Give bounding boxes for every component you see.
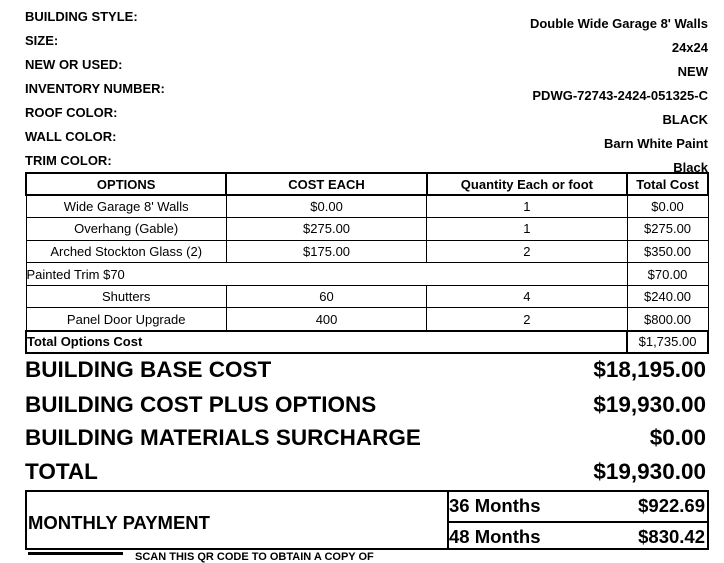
quantity: 2 [426,307,628,332]
building-cost-plus-options: BUILDING COST PLUS OPTIONS $19,930.00 [25,392,706,422]
info-label: INVENTORY NUMBER: [25,81,165,96]
summary-value: $0.00 [649,425,706,450]
info-value: PDWG-72743-2424-051325-C [532,88,708,103]
info-row-trim-color: TRIM COLOR: Black [25,153,708,177]
info-label: NEW OR USED: [25,57,123,72]
plan-term: 48 Months [449,526,541,547]
cost-each: 60 [225,284,428,309]
total-cost: $800.00 [626,307,709,332]
quantity: 1 [426,194,628,219]
total-cost: $350.00 [626,239,709,264]
total-options-value: $1,735.00 [626,329,709,354]
table-row: Arched Stockton Glass (2) $175.00 2 $350.00 [25,239,709,264]
info-value: NEW [677,64,708,79]
table-row: Overhang (Gable) $275.00 1 $275.00 [25,217,709,241]
info-value: Barn White Paint [603,136,708,151]
info-value: Double Wide Garage 8' Walls [529,16,708,31]
table-row: Shutters 60 4 $240.00 [25,284,709,309]
plan-term: 36 Months [449,495,541,516]
qr-code [28,552,123,557]
info-row-inventory-number: INVENTORY NUMBER: PDWG-72743-2424-051325-… [25,81,708,105]
option-name: Painted Trim $70 [25,262,628,286]
summary-value: $19,930.00 [593,459,706,484]
quantity: 4 [426,284,628,309]
total-cost: $240.00 [626,284,709,309]
table-header: OPTIONS COST EACH Quantity Each or foot … [24,172,709,196]
total-cost: $275.00 [626,217,709,241]
info-value: Black [673,160,708,175]
column-header: Total Cost [626,172,709,196]
info-row-roof-color: ROOF COLOR: BLACK [25,105,708,129]
summary-label: TOTAL [25,459,98,484]
payment-plans: 36 Months $922.69 48 Months $830.42 [447,492,707,548]
option-name: Overhang (Gable) [25,217,227,241]
option-name: Shutters [25,284,227,309]
total-options-label: Total Options Cost [24,329,629,354]
option-name: Panel Door Upgrade [25,307,227,332]
column-header: COST EACH [225,172,428,196]
cost-each: $0.00 [225,194,428,219]
materials-surcharge: BUILDING MATERIALS SURCHARGE $0.00 [25,425,706,455]
info-label: BUILDING STYLE: [25,9,138,24]
info-row-size: SIZE: 24x24 [25,33,708,57]
column-header: Quantity Each or foot [425,172,629,196]
table-row: Painted Trim $70 $70.00 [25,262,709,286]
plan-row: 36 Months $922.69 [449,492,707,520]
table-row: Wide Garage 8' Walls $0.00 1 $0.00 [25,194,709,219]
summary-value: $19,930.00 [593,392,706,417]
monthly-payment-box: MONTHLY PAYMENT 36 Months $922.69 48 Mont… [25,490,709,550]
quantity: 2 [426,239,628,264]
info-value: 24x24 [671,40,708,55]
cost-each: 400 [225,307,428,332]
option-name: Arched Stockton Glass (2) [25,239,227,264]
cost-each: $275.00 [225,217,428,241]
info-label: WALL COLOR: [25,129,117,144]
total-cost: $0.00 [626,194,709,219]
plan-amount: $922.69 [638,495,705,516]
table-row: Panel Door Upgrade 400 2 $800.00 [25,307,709,332]
total-cost: $70.00 [626,262,709,286]
info-label: TRIM COLOR: [25,153,112,168]
building-base-cost: BUILDING BASE COST $18,195.00 [25,357,706,387]
summary-value: $18,195.00 [593,357,706,382]
options-table: OPTIONS COST EACH Quantity Each or foot … [24,172,709,354]
qr-instruction-text: SCAN THIS QR CODE TO OBTAIN A COPY OF [135,551,374,563]
quantity: 1 [426,217,628,241]
plan-amount: $830.42 [638,526,705,547]
total-options-row: Total Options Cost $1,735.00 [24,329,709,354]
info-value: BLACK [662,112,709,127]
column-header: OPTIONS [24,172,228,196]
cost-each: $175.00 [225,239,428,264]
info-label: ROOF COLOR: [25,105,118,120]
plan-row: 48 Months $830.42 [449,521,707,549]
option-name: Wide Garage 8' Walls [25,194,227,219]
info-row-building-style: BUILDING STYLE: Double Wide Garage 8' Wal… [25,9,708,33]
info-row-new-or-used: NEW OR USED: NEW [25,57,708,81]
summary-label: BUILDING BASE COST [25,357,272,382]
summary-label: BUILDING COST PLUS OPTIONS [25,392,377,417]
monthly-payment-label: MONTHLY PAYMENT [28,512,210,533]
info-row-wall-color: WALL COLOR: Barn White Paint [25,129,708,153]
total: TOTAL $19,930.00 [25,459,706,489]
summary-label: BUILDING MATERIALS SURCHARGE [25,425,421,450]
info-label: SIZE: [25,33,59,48]
